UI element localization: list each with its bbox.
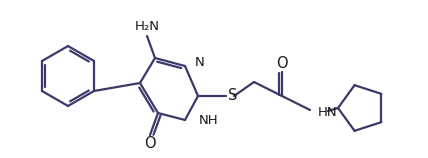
- Text: S: S: [228, 88, 238, 103]
- Text: HN: HN: [318, 106, 338, 118]
- Text: H₂N: H₂N: [134, 21, 160, 33]
- Text: O: O: [144, 136, 156, 151]
- Text: NH: NH: [199, 115, 219, 128]
- Text: O: O: [276, 55, 288, 70]
- Text: N: N: [195, 57, 205, 70]
